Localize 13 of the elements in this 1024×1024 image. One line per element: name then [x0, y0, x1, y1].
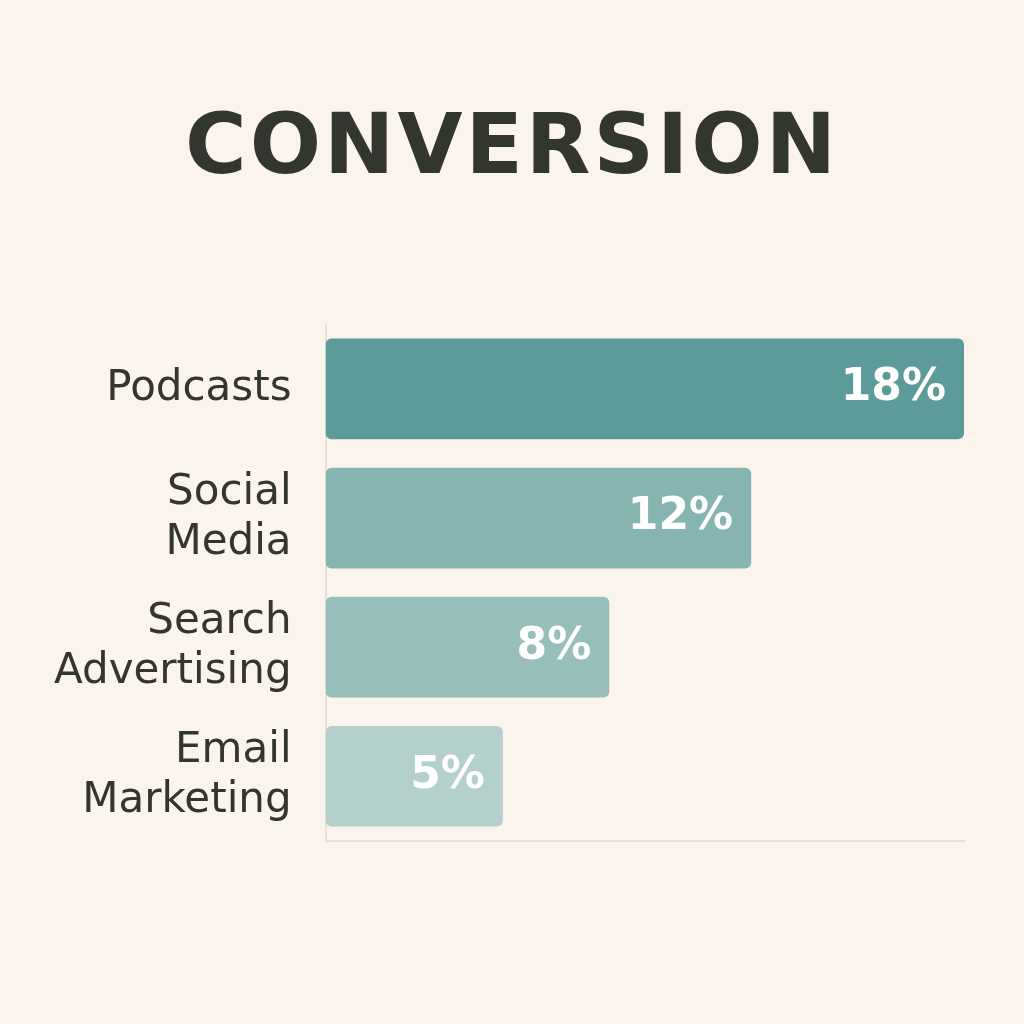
data-label: 5%: [410, 746, 485, 798]
data-label: 12%: [627, 488, 734, 540]
y-tick-label: Email Marketing: [82, 722, 292, 823]
bar: [325, 338, 964, 440]
bar: [325, 725, 503, 827]
y-tick-label: Podcasts: [106, 360, 292, 410]
bar: [325, 596, 610, 698]
y-tick-label: Social Media: [165, 464, 292, 565]
data-label: 18%: [840, 359, 946, 411]
data-label: 8%: [516, 617, 592, 669]
chart-title: CONVERSION: [184, 95, 840, 193]
y-tick-label: Search Advertising: [53, 593, 292, 694]
bar: [325, 467, 752, 569]
